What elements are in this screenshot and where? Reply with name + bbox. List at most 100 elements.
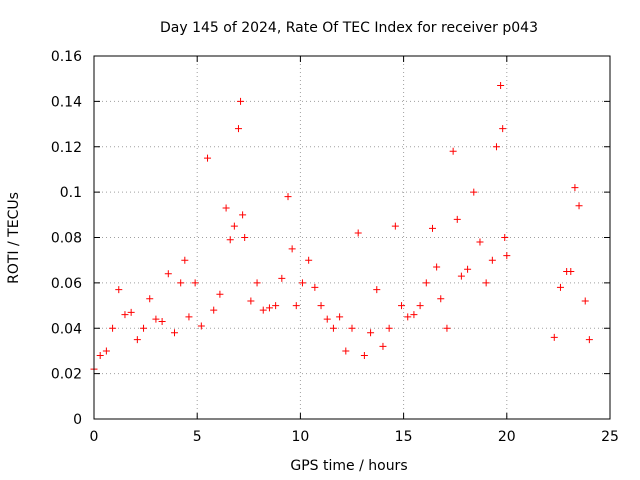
data-point — [292, 302, 300, 310]
x-tick-label: 5 — [193, 429, 202, 445]
data-point — [140, 324, 148, 332]
data-point — [259, 306, 267, 314]
data-point — [503, 252, 511, 260]
data-point — [575, 202, 583, 210]
data-point — [96, 351, 104, 359]
x-tick-label: 20 — [498, 429, 516, 445]
data-point — [336, 313, 344, 321]
x-tick-label: 0 — [90, 429, 99, 445]
data-point — [323, 315, 331, 323]
y-tick-label: 0 — [73, 412, 82, 428]
data-point — [115, 286, 123, 294]
data-point — [453, 215, 461, 223]
data-point — [247, 297, 255, 305]
data-point — [216, 290, 224, 298]
data-point — [342, 347, 350, 355]
data-point — [476, 238, 484, 246]
data-point — [443, 324, 451, 332]
data-point — [197, 322, 205, 330]
y-tick-label: 0.02 — [51, 367, 82, 383]
data-point — [109, 324, 117, 332]
data-point — [348, 324, 356, 332]
data-points — [90, 81, 593, 373]
data-point — [433, 263, 441, 271]
data-point — [298, 279, 306, 287]
y-tick-label: 0.12 — [51, 140, 82, 156]
data-point — [367, 329, 375, 337]
data-point — [398, 302, 406, 310]
x-tick-label: 15 — [395, 429, 413, 445]
data-point — [385, 324, 393, 332]
x-tick-label: 10 — [291, 429, 309, 445]
data-point — [410, 311, 418, 319]
x-tick-label: 25 — [601, 429, 619, 445]
data-point — [226, 236, 234, 244]
data-point — [581, 297, 589, 305]
data-point — [470, 188, 478, 196]
data-point — [391, 222, 399, 230]
data-point — [428, 224, 436, 232]
data-point — [449, 147, 457, 155]
x-axis-title: GPS time / hours — [290, 458, 407, 474]
data-point — [152, 315, 160, 323]
data-point — [230, 222, 238, 230]
data-point — [185, 313, 193, 321]
data-point — [354, 229, 362, 237]
data-point — [317, 302, 325, 310]
data-point — [133, 336, 141, 344]
data-point — [457, 272, 465, 280]
data-point — [121, 311, 129, 319]
data-point — [585, 336, 593, 344]
data-point — [204, 154, 212, 162]
chart-title: Day 145 of 2024, Rate Of TEC Index for r… — [160, 20, 538, 36]
y-tick-label: 0.08 — [51, 231, 82, 247]
data-point — [373, 286, 381, 294]
data-point — [127, 308, 135, 316]
data-point — [210, 306, 218, 314]
data-point — [497, 81, 505, 89]
data-point — [177, 279, 185, 287]
data-point — [556, 283, 564, 291]
data-point — [265, 304, 273, 312]
plot-frame — [93, 55, 611, 420]
data-point — [146, 295, 154, 303]
data-point — [464, 265, 472, 273]
data-point — [102, 347, 110, 355]
data-point — [222, 204, 230, 212]
data-point — [482, 279, 490, 287]
data-point — [170, 329, 178, 337]
axis-ticks: 0 5 10 15 20 25 0 0.02 0.04 0.06 0.08 0.1 0.12 0.14 0.… — [51, 49, 619, 445]
data-point — [488, 256, 496, 264]
y-tick-label: 0.04 — [51, 321, 82, 337]
data-point — [241, 234, 249, 241]
data-point — [329, 324, 337, 332]
data-point — [234, 125, 242, 133]
y-tick-label: 0.14 — [51, 94, 82, 110]
data-point — [437, 295, 445, 303]
data-point — [278, 274, 286, 282]
y-tick-label: 0.06 — [51, 276, 82, 292]
y-tick-label: 0.16 — [51, 49, 82, 65]
data-point — [379, 342, 387, 350]
data-point — [416, 302, 424, 310]
y-tick-label: 0.1 — [60, 185, 82, 201]
data-point — [567, 268, 575, 276]
data-point — [288, 245, 296, 253]
data-point — [422, 279, 430, 287]
data-point — [272, 302, 280, 310]
data-point — [550, 333, 558, 341]
data-point — [311, 283, 319, 291]
data-point — [239, 211, 247, 219]
y-axis-title: ROTI / TECUs — [6, 192, 22, 284]
data-point — [181, 256, 189, 264]
data-point — [501, 234, 509, 241]
data-point — [284, 193, 292, 201]
data-point — [305, 256, 313, 264]
data-point — [571, 184, 579, 192]
data-point — [237, 97, 245, 105]
data-point — [360, 351, 368, 359]
data-point — [404, 313, 412, 321]
data-point — [253, 279, 261, 287]
data-point — [158, 317, 166, 325]
